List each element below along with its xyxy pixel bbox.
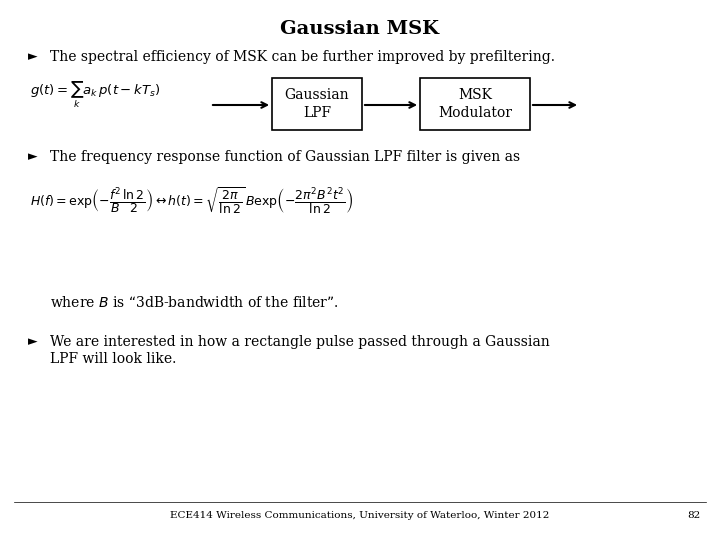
Text: Gaussian
LPF: Gaussian LPF xyxy=(284,88,349,120)
Text: ►: ► xyxy=(28,335,37,348)
Bar xyxy=(272,78,362,130)
Text: 82: 82 xyxy=(687,510,700,519)
Text: Gaussian MSK: Gaussian MSK xyxy=(281,20,439,38)
Text: LPF will look like.: LPF will look like. xyxy=(50,352,176,366)
Text: where $B$ is “3dB-bandwidth of the filter”.: where $B$ is “3dB-bandwidth of the filte… xyxy=(50,295,338,310)
Text: ECE414 Wireless Communications, University of Waterloo, Winter 2012: ECE414 Wireless Communications, Universi… xyxy=(171,510,549,519)
Text: The spectral efficiency of MSK can be further improved by prefiltering.: The spectral efficiency of MSK can be fu… xyxy=(50,50,555,64)
Bar xyxy=(420,78,530,130)
Text: $g(t)=\sum_k a_k\,p(t-kT_s)$: $g(t)=\sum_k a_k\,p(t-kT_s)$ xyxy=(30,80,161,110)
Text: ►: ► xyxy=(28,50,37,63)
Text: The frequency response function of Gaussian LPF filter is given as: The frequency response function of Gauss… xyxy=(50,150,520,164)
Text: ►: ► xyxy=(28,150,37,163)
Text: We are interested in how a rectangle pulse passed through a Gaussian: We are interested in how a rectangle pul… xyxy=(50,335,550,349)
Text: MSK
Modulator: MSK Modulator xyxy=(438,88,512,120)
Text: $H(f)=\exp\!\left(-\dfrac{f^2}{B}\dfrac{\ln 2}{2}\right) \leftrightarrow h(t)=\s: $H(f)=\exp\!\left(-\dfrac{f^2}{B}\dfrac{… xyxy=(30,185,354,216)
